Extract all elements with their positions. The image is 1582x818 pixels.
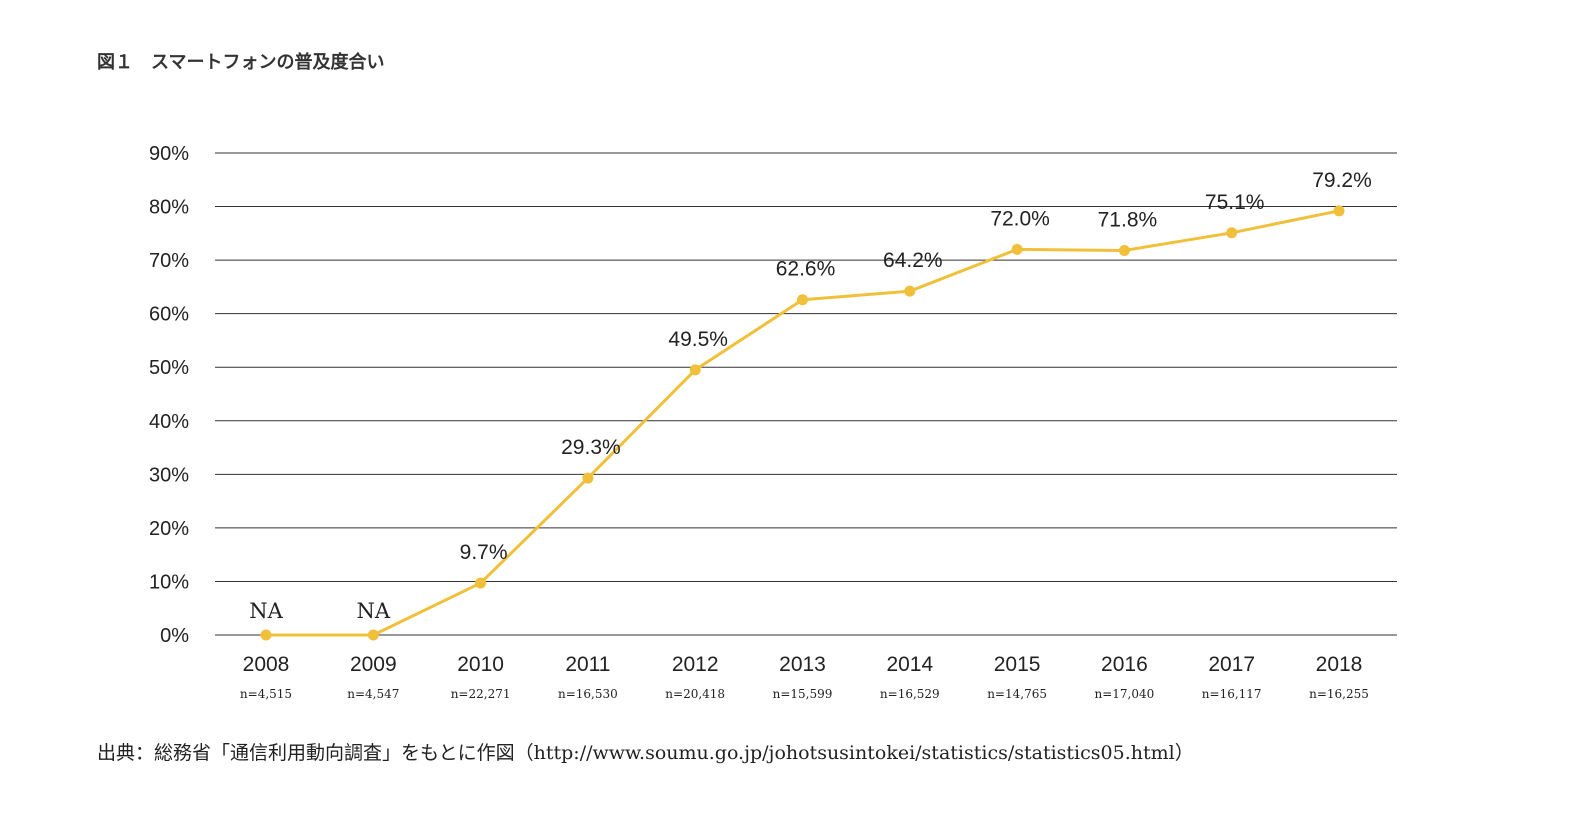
sample-size-label: n=16,529 bbox=[880, 687, 940, 701]
data-label: NA bbox=[249, 599, 283, 623]
figure-title: 図１ スマートフォンの普及度合い bbox=[97, 52, 385, 73]
x-tick-label: 2011 bbox=[565, 653, 610, 676]
data-point bbox=[367, 629, 379, 641]
y-axis-tick-labels: 0% 10% 20% 30% 40% 50% 60% 70% 80% 90% bbox=[149, 143, 189, 647]
x-tick-label: 2012 bbox=[672, 653, 719, 676]
x-tick-label: 2014 bbox=[886, 653, 933, 676]
y-tick-label: 20% bbox=[149, 518, 189, 540]
series-points bbox=[260, 205, 1345, 641]
data-point bbox=[1118, 244, 1130, 256]
data-label: 29.3% bbox=[561, 436, 621, 459]
y-tick-label: 10% bbox=[149, 571, 189, 593]
sample-size-label: n=4,547 bbox=[347, 687, 399, 701]
x-tick-label: 2013 bbox=[779, 653, 826, 676]
sample-size-label: n=15,599 bbox=[773, 687, 833, 701]
sample-size-label: n=14,765 bbox=[987, 687, 1047, 701]
data-label: NA bbox=[357, 599, 391, 623]
gridlines bbox=[215, 152, 1397, 636]
data-point bbox=[689, 364, 701, 376]
data-point bbox=[1011, 243, 1023, 255]
y-tick-label: 30% bbox=[149, 464, 189, 486]
y-tick-label: 80% bbox=[149, 197, 189, 219]
sample-size-label: n=16,117 bbox=[1202, 687, 1262, 701]
data-point bbox=[582, 472, 594, 484]
data-point bbox=[260, 629, 272, 641]
sample-size-label: n=22,271 bbox=[451, 687, 511, 701]
data-label: 75.1% bbox=[1205, 191, 1265, 214]
y-tick-label: 50% bbox=[149, 357, 189, 379]
data-label: 71.8% bbox=[1098, 208, 1158, 231]
data-labels: NA NA 9.7% 29.3% 49.5% 62.6% 64.2% 72.0% 71.8% 75… bbox=[249, 169, 1372, 623]
source-note: 出典：総務省「通信利用動向調査」をもとに作図（http://www.soumu.… bbox=[97, 742, 1194, 764]
sample-size-label: n=4,515 bbox=[240, 687, 292, 701]
y-tick-label: 90% bbox=[149, 143, 189, 165]
data-label: 9.7% bbox=[460, 541, 508, 564]
x-tick-label: 2009 bbox=[350, 653, 397, 676]
x-tick-label: 2018 bbox=[1316, 653, 1363, 676]
y-tick-label: 40% bbox=[149, 411, 189, 433]
data-point bbox=[904, 285, 916, 297]
x-tick-label: 2015 bbox=[994, 653, 1041, 676]
x-tick-label: 2017 bbox=[1208, 653, 1255, 676]
data-label: 64.2% bbox=[883, 249, 943, 272]
data-point bbox=[1226, 227, 1238, 239]
y-tick-label: 0% bbox=[160, 625, 189, 647]
data-point bbox=[1333, 205, 1345, 217]
sample-size-label: n=20,418 bbox=[665, 687, 725, 701]
data-label: 49.5% bbox=[668, 328, 728, 351]
data-point bbox=[475, 577, 487, 589]
x-tick-label: 2008 bbox=[243, 653, 290, 676]
sample-size-label: n=16,255 bbox=[1309, 687, 1369, 701]
x-tick-label: 2016 bbox=[1101, 653, 1148, 676]
x-axis-tick-labels: 2008 n=4,515 2009 n=4,547 2010 n=22,271 2011 n=… bbox=[240, 653, 1369, 701]
sample-size-label: n=17,040 bbox=[1095, 687, 1155, 701]
x-tick-label: 2010 bbox=[457, 653, 504, 676]
data-label: 62.6% bbox=[776, 258, 836, 281]
y-tick-label: 70% bbox=[149, 250, 189, 272]
data-label: 72.0% bbox=[990, 207, 1050, 230]
sample-size-label: n=16,530 bbox=[558, 687, 618, 701]
data-point bbox=[797, 294, 808, 306]
y-tick-label: 60% bbox=[149, 304, 189, 326]
data-label: 79.2% bbox=[1312, 169, 1372, 192]
